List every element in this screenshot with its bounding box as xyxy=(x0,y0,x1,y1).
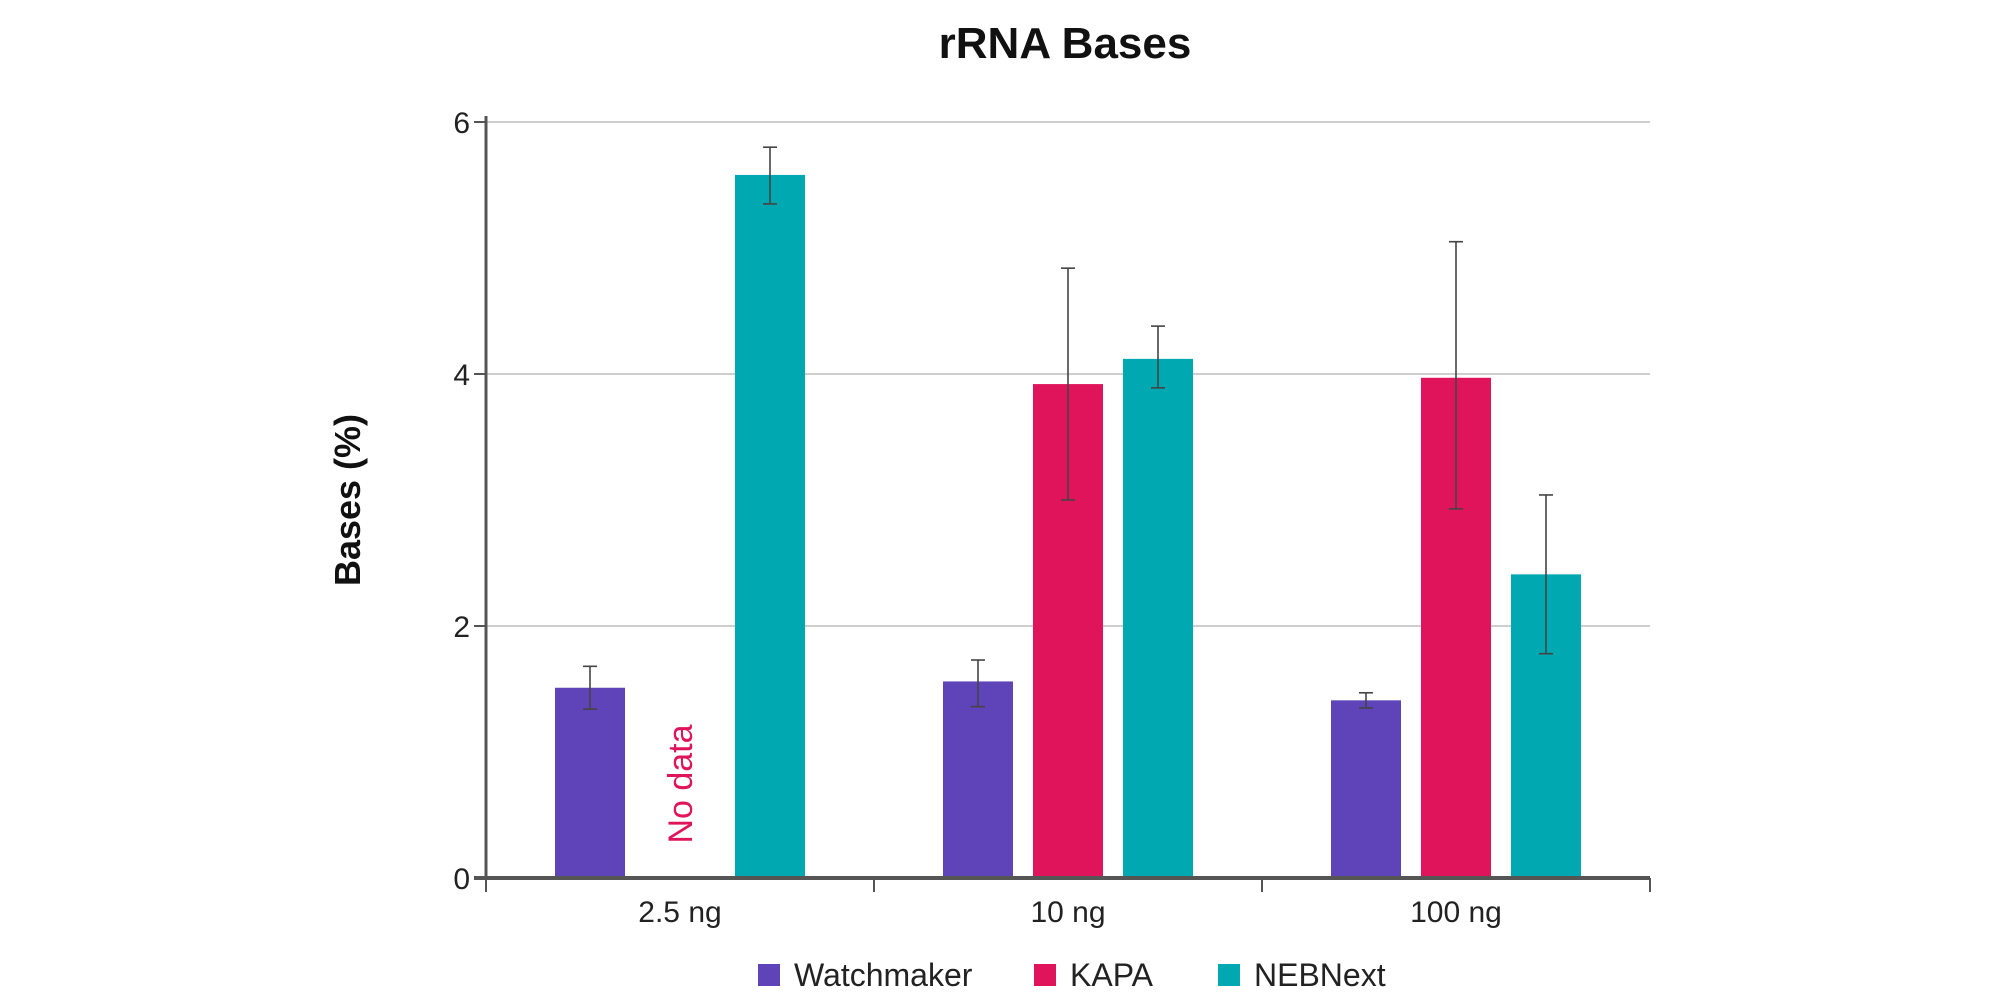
legend-swatch xyxy=(758,964,780,986)
annotations: No data xyxy=(662,724,700,843)
bar-watchmaker-2 xyxy=(1331,700,1401,878)
legend-swatch xyxy=(1034,964,1056,986)
bar-nebnext-1 xyxy=(1123,358,1193,878)
y-tick-label: 4 xyxy=(453,359,470,392)
bar-watchmaker-1 xyxy=(943,681,1013,878)
axes: 0 2 4 6 2.5 ng 10 ng 100 ng xyxy=(453,107,1651,929)
bar-nebnext-0 xyxy=(735,174,805,879)
x-tick-label: 100 ng xyxy=(1410,896,1502,929)
legend-item-watchmaker: Watchmaker xyxy=(758,957,973,993)
legend-label: KAPA xyxy=(1070,957,1154,993)
x-tick-label: 2.5 ng xyxy=(638,896,721,929)
legend-item-kapa: KAPA xyxy=(1034,957,1154,993)
legend-item-nebnext: NEBNext xyxy=(1218,957,1386,993)
y-axis-label: Bases (%) xyxy=(327,414,368,586)
error-bars xyxy=(583,146,1553,710)
bar-watchmaker-0 xyxy=(555,687,625,878)
legend: Watchmaker KAPA NEBNext xyxy=(758,957,1386,993)
y-tick-label: 0 xyxy=(453,863,470,896)
chart-title: rRNA Bases xyxy=(939,19,1192,68)
legend-swatch xyxy=(1218,964,1240,986)
x-tick-label: 10 ng xyxy=(1030,896,1105,929)
y-tick-label: 2 xyxy=(453,611,470,644)
no-data-annotation: No data xyxy=(662,724,700,843)
y-tick-label: 6 xyxy=(453,107,470,140)
legend-label: Watchmaker xyxy=(794,957,973,993)
legend-label: NEBNext xyxy=(1254,957,1386,993)
bars xyxy=(555,174,1581,879)
